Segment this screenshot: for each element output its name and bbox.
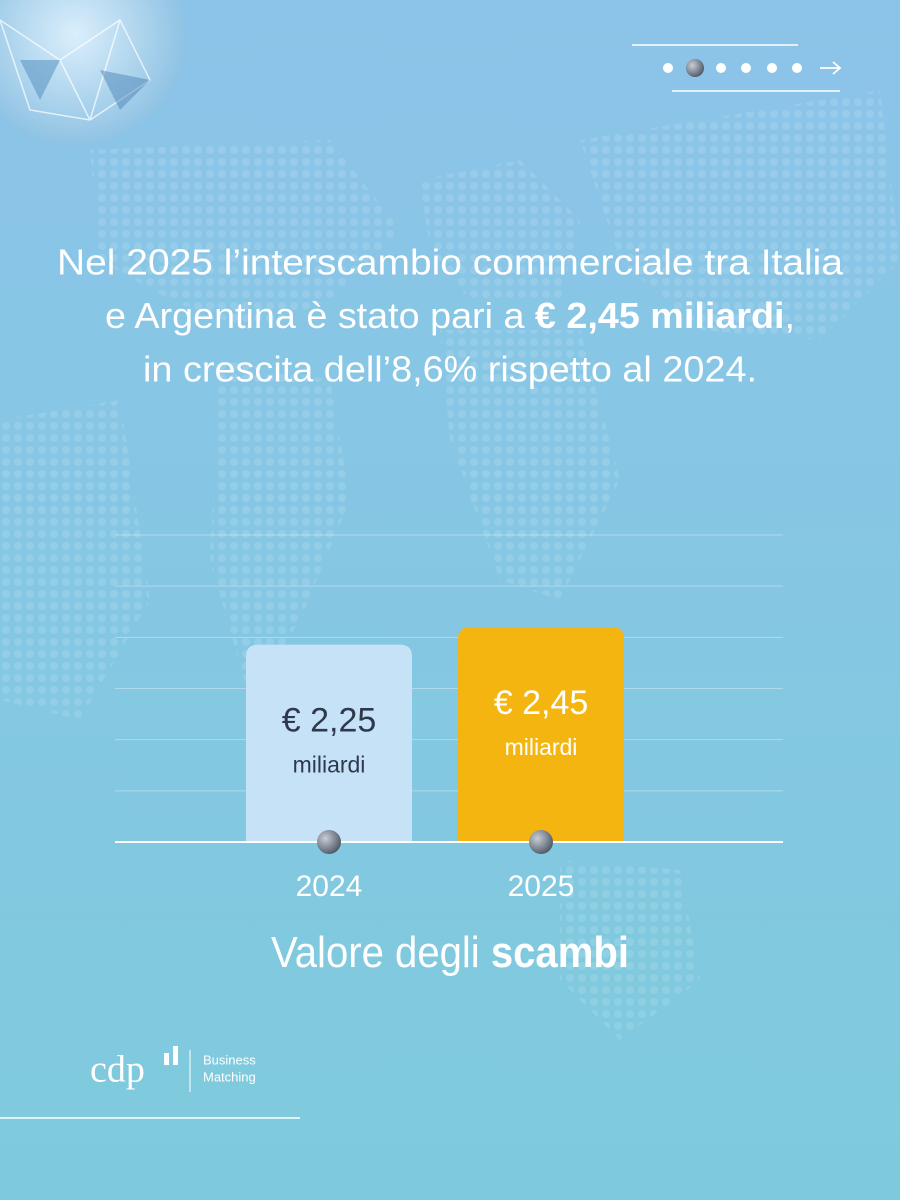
world-map (0, 90, 900, 1040)
tagline: Matching (203, 1069, 256, 1084)
axis-knob (317, 830, 341, 854)
pagination (632, 44, 842, 92)
bar (458, 627, 624, 842)
headline-highlight: € 2,45 miliardi (535, 295, 785, 336)
bar (246, 644, 412, 842)
x-tick-label: 2025 (508, 870, 575, 903)
tagline: Business (203, 1052, 256, 1067)
logo: cdp Business Matching (0, 1046, 300, 1119)
headline: Nel 2025 l’interscambio commerciale tra … (57, 242, 844, 390)
x-tick-label: 2024 (296, 870, 363, 903)
axis-knob (529, 830, 553, 854)
logo-text: cdp (90, 1049, 145, 1091)
headline-line: in crescita dell’8,6% rispetto al 2024. (143, 349, 757, 390)
value-label: € 2,45 (494, 684, 589, 722)
chart-title-text: Valore degli (271, 928, 491, 977)
chart-title: Valore degli scambi (271, 928, 629, 977)
headline-line: e Argentina è stato pari a € 2,45 miliar… (105, 295, 795, 336)
chart-title-bold: scambi (491, 928, 629, 977)
headline-text: e Argentina è stato pari a (105, 295, 535, 336)
value-label: € 2,25 (282, 702, 377, 740)
value-unit: miliardi (293, 752, 366, 778)
plot: € 2,25 miliardi € 2,45 miliardi 2024 2025 (115, 534, 783, 903)
headline-text: , (785, 295, 795, 336)
value-unit: miliardi (505, 734, 578, 760)
crystal-orb (0, 0, 185, 145)
headline-line: Nel 2025 l’interscambio commerciale tra … (57, 242, 844, 283)
